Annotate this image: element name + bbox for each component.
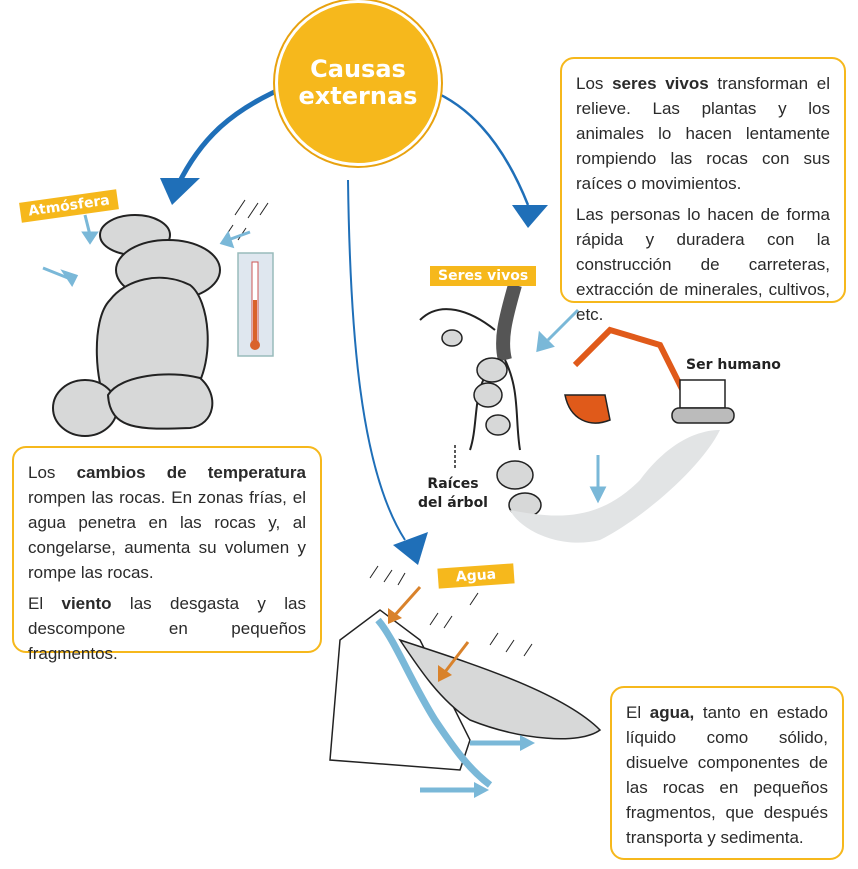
center-title-line2: externas <box>298 82 418 110</box>
agua-paragraph-1: El agua, tanto en estado líquido como só… <box>626 700 828 850</box>
cliff <box>329 609 471 771</box>
rocks-illustration <box>52 214 221 437</box>
label-raices: Raíces del árbol <box>412 475 494 513</box>
arrow-head-atmosfera <box>160 178 200 205</box>
temperatura-paragraph-1: Los cambios de temperatura rompen las ro… <box>28 460 306 585</box>
keyword-viento: viento <box>61 594 112 613</box>
text: tanto en estado líquido como sólido, dis… <box>626 703 828 847</box>
atmosfera-arrows <box>42 214 251 287</box>
seres-vivos-arrows <box>536 308 607 504</box>
arrow-to-seres-vivos <box>429 88 530 206</box>
text: Los <box>576 74 613 93</box>
excavator-illustration <box>564 326 735 424</box>
agua-arrows <box>388 586 535 798</box>
box-agua: El agua, tanto en estado líquido como só… <box>610 686 844 860</box>
text: El <box>626 703 650 722</box>
text: Los <box>28 463 77 482</box>
text: rompen las rocas. En zonas frías, el agu… <box>28 488 306 582</box>
arrow-head-seres-vivos <box>512 205 548 228</box>
water-stream <box>375 617 493 788</box>
keyword-agua: agua, <box>649 703 695 722</box>
thermometer-icon <box>237 252 274 357</box>
arrow-head-agua <box>393 532 428 565</box>
text: las desgasta y las descompone en pequeño… <box>28 594 307 663</box>
box-seres-vivos: Los seres vivos transforman el relieve. … <box>560 57 846 324</box>
center-title-line1: Causas <box>310 55 406 83</box>
seres-vivos-paragraph-2: Las personas lo hacen de forma rápida y … <box>576 205 830 324</box>
arrow-to-atmosfera <box>175 82 291 187</box>
central-topic-circle: Causas externas <box>275 0 441 166</box>
ground-shadow <box>510 430 720 543</box>
arrow-to-agua <box>347 179 406 541</box>
keyword-temperatura: cambios de temperatura <box>76 463 307 482</box>
text: El <box>28 594 62 613</box>
text: transforman el relieve. Las plantas y lo… <box>576 74 830 193</box>
temperatura-paragraph-2: El viento las desgasta y las descompone … <box>28 591 306 666</box>
seres-vivos-paragraph-1: Los seres vivos transforman el relieve. … <box>576 71 830 196</box>
soil-rocks <box>441 329 542 518</box>
keyword-seres-vivos: seres vivos <box>612 74 709 93</box>
label-raices-line1: Raíces <box>427 476 479 492</box>
label-ser-humano: Ser humano <box>686 357 781 373</box>
label-raices-line2: del árbol <box>418 495 488 511</box>
rain-marks <box>369 565 533 657</box>
tag-seres-vivos: Seres vivos <box>430 266 537 286</box>
box-temperatura: Los cambios de temperatura rompen las ro… <box>12 446 322 663</box>
